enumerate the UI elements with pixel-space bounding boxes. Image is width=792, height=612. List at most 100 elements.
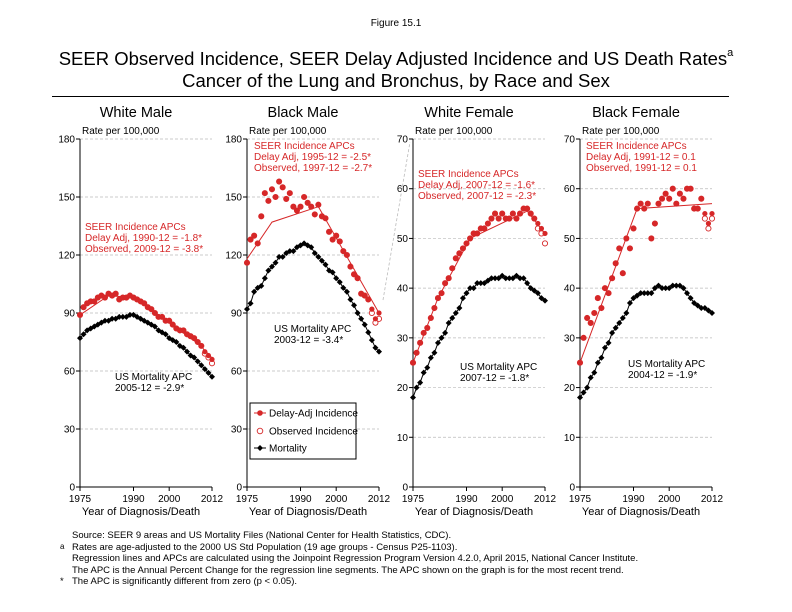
mortality-point: [637, 290, 644, 297]
mortality-point: [420, 369, 427, 376]
mortality-point: [626, 300, 633, 307]
mortality-point: [542, 297, 548, 304]
footnote-age-adjusted: a Rates are age-adjusted to the 2000 US S…: [60, 541, 458, 553]
legend-marker-mortality: [257, 445, 263, 451]
x-tick-label: 2000: [658, 494, 681, 505]
y-tick-label: 70: [564, 135, 576, 146]
mortality-point: [484, 277, 491, 284]
y-tick-label: 120: [58, 251, 75, 262]
delay-adj-incidence-point: [517, 210, 523, 217]
delay-adj-incidence-point: [598, 305, 605, 311]
mortality-point: [598, 354, 605, 361]
delay-adj-incidence-point: [613, 260, 619, 266]
delay-adj-incidence-point: [244, 260, 250, 266]
legend-box: [249, 402, 357, 460]
delay-adj-incidence-point: [449, 265, 455, 271]
delay-adj-incidence-point: [687, 186, 694, 192]
delay-adj-incidence-point: [305, 200, 311, 206]
x-tick-label: 2012: [201, 494, 224, 505]
delay-adj-incidence-point: [365, 296, 371, 303]
mortality-point: [413, 384, 420, 391]
mortality-point: [244, 306, 250, 313]
mortality-point: [427, 354, 434, 361]
mortality-point: [315, 253, 322, 260]
mortality-point: [488, 275, 495, 282]
incidence-apc-label: Delay Adj, 1990-12 = -1.8*: [85, 233, 202, 244]
mortality-point: [126, 311, 133, 318]
delay-adj-incidence-point: [163, 318, 169, 324]
delay-adj-incidence-point: [580, 335, 587, 341]
delay-adj-incidence-point: [456, 250, 462, 256]
delay-adj-incidence-point: [680, 196, 687, 202]
mortality-point: [308, 244, 315, 251]
mortality-point: [648, 290, 655, 297]
footnote-apc: The APC is the Annual Percent Change for…: [72, 564, 624, 576]
delay-adj-incidence-point: [376, 310, 382, 316]
delay-adj-incidence-point: [202, 349, 208, 355]
chart-panel-2: 0 10 20 30 40 50 60 70 1975 1990 2000 2012 White Fem…: [397, 105, 557, 518]
delay-adj-incidence-point: [113, 291, 119, 297]
mortality-point: [180, 344, 187, 351]
y-tick-label: 30: [231, 425, 243, 436]
mortality-point: [524, 280, 531, 287]
y-tick-label: 20: [397, 383, 409, 394]
incidence-apc-label: SEER Incidence APCs: [254, 141, 355, 152]
delay-adj-incidence-point: [88, 298, 94, 304]
delay-adj-incidence-point: [684, 186, 690, 192]
delay-adj-incidence-point: [159, 314, 165, 320]
mortality-point: [662, 285, 669, 292]
delay-adj-incidence-point: [280, 184, 286, 190]
mortality-point: [265, 267, 272, 274]
mortality-point: [452, 310, 459, 316]
mortality-point: [594, 359, 601, 366]
mortality-point: [513, 272, 520, 279]
mortality-point: [209, 373, 215, 380]
mortality-point: [467, 285, 474, 292]
panel-title: Black Female: [592, 105, 680, 121]
mortality-point: [481, 280, 488, 287]
mortality-point: [198, 362, 205, 369]
delay-adj-incidence-point: [695, 206, 701, 212]
y-axis-label: Rate per 100,000: [249, 126, 327, 137]
observed-incidence-point: [708, 215, 716, 222]
delay-adj-incidence-point: [301, 194, 307, 200]
mortality-point: [601, 344, 608, 351]
delay-adj-incidence-point: [424, 325, 430, 331]
y-tick-label: 180: [58, 135, 75, 146]
delay-adj-incidence-point: [641, 206, 647, 212]
mortality-apc-label: US Mortality APC: [115, 372, 192, 383]
mortality-point: [329, 269, 336, 276]
mortality-point: [77, 335, 83, 342]
x-tick-label: 2012: [701, 494, 724, 505]
delay-adj-incidence-point: [535, 220, 541, 227]
mortality-point: [247, 300, 254, 307]
delay-adj-incidence-point: [195, 339, 201, 345]
legend: Delay-Adj Incidence Observed Incidence Mor…: [249, 402, 358, 460]
mortality-point: [272, 259, 279, 266]
delay-adj-incidence-point: [347, 264, 354, 270]
mortality-point: [279, 253, 286, 260]
y-tick-label: 90: [64, 309, 76, 320]
mortality-point: [623, 310, 630, 316]
mortality-point: [694, 302, 701, 309]
mortality-point: [358, 315, 365, 322]
delay-adj-incidence-point: [362, 293, 368, 299]
mortality-point: [701, 305, 708, 312]
mortality-apc-label: 2004-12 = -1.9*: [628, 370, 697, 381]
mortality-point: [492, 275, 499, 282]
delay-adj-incidence-point: [312, 211, 318, 217]
y-tick-label: 90: [231, 309, 243, 320]
y-tick-label: 30: [64, 425, 76, 436]
mortality-point: [630, 295, 637, 302]
mortality-point: [587, 374, 594, 381]
mortality-point: [101, 317, 108, 324]
delay-adj-incidence-point: [180, 327, 187, 333]
mortality-apc-label: US Mortality APC: [274, 324, 351, 335]
x-tick-label: 2000: [158, 494, 181, 505]
mortality-point: [619, 314, 626, 321]
mortality-point: [434, 339, 441, 346]
delay-adj-incidence-point: [322, 215, 329, 221]
delay-adj-incidence-point: [542, 230, 548, 237]
mortality-point: [340, 284, 347, 291]
x-tick-label: 1975: [69, 494, 92, 505]
